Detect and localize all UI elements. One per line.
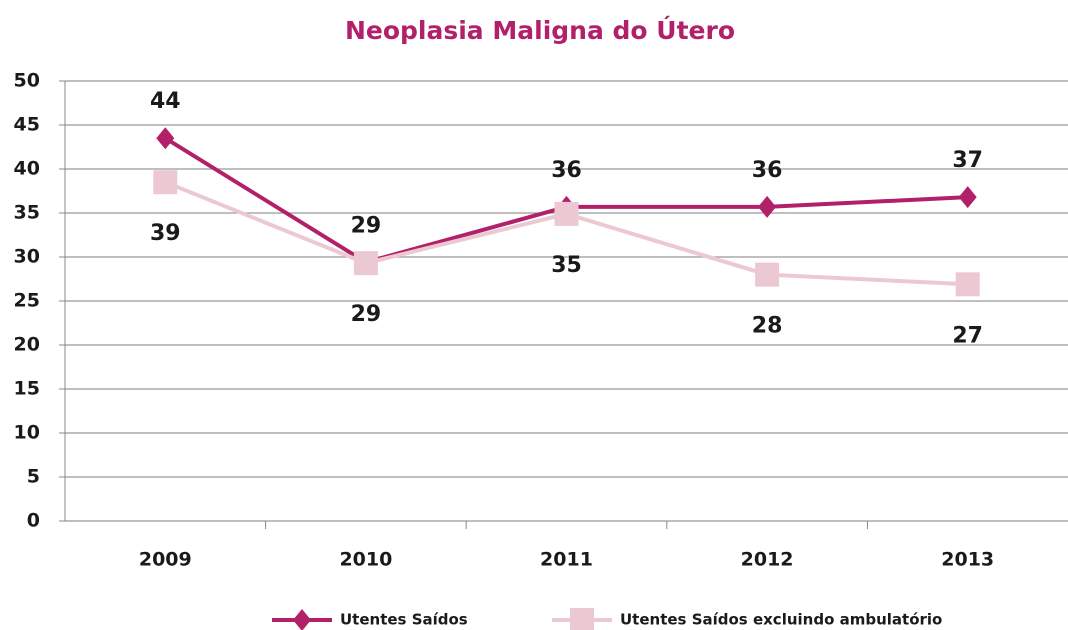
x-tick-label: 2009	[139, 549, 192, 571]
y-tick-label: 10	[14, 422, 40, 444]
data-label: 28	[752, 314, 783, 339]
data-point	[554, 201, 579, 226]
y-tick-label: 20	[14, 334, 40, 356]
y-tick-label: 35	[14, 202, 40, 224]
x-tick-label: 2012	[741, 549, 794, 571]
data-label: 44	[150, 89, 181, 114]
legend-label: Utentes Saídos excluindo ambulatório	[620, 611, 942, 629]
data-label: 27	[952, 323, 983, 348]
y-tick-label: 15	[14, 378, 40, 400]
y-tick-label: 25	[14, 290, 40, 312]
data-label: 36	[551, 158, 582, 183]
data-point	[353, 251, 378, 276]
y-tick-label: 50	[14, 70, 40, 92]
data-label: 36	[752, 158, 783, 183]
chart-title: Neoplasia Maligna do Útero	[345, 15, 735, 45]
y-tick-label: 45	[14, 114, 40, 136]
x-tick-label: 2011	[540, 549, 593, 571]
x-tick-label: 2013	[941, 549, 994, 571]
data-point	[153, 170, 178, 195]
data-point	[958, 186, 977, 209]
data-point	[955, 272, 980, 297]
data-point	[758, 195, 777, 218]
legend-marker	[570, 608, 594, 630]
data-label: 39	[150, 221, 181, 246]
data-point	[156, 127, 175, 150]
y-tick-label: 40	[14, 158, 40, 180]
data-label: 29	[351, 302, 382, 327]
legend-label: Utentes Saídos	[340, 611, 468, 629]
y-tick-label: 30	[14, 246, 40, 268]
data-label: 35	[551, 253, 582, 278]
legend-marker	[293, 609, 311, 630]
y-tick-label: 0	[27, 510, 40, 532]
data-point	[755, 262, 780, 287]
data-label: 37	[952, 148, 983, 173]
data-label: 29	[351, 213, 382, 238]
x-tick-label: 2010	[339, 549, 392, 571]
y-tick-label: 5	[27, 466, 40, 488]
